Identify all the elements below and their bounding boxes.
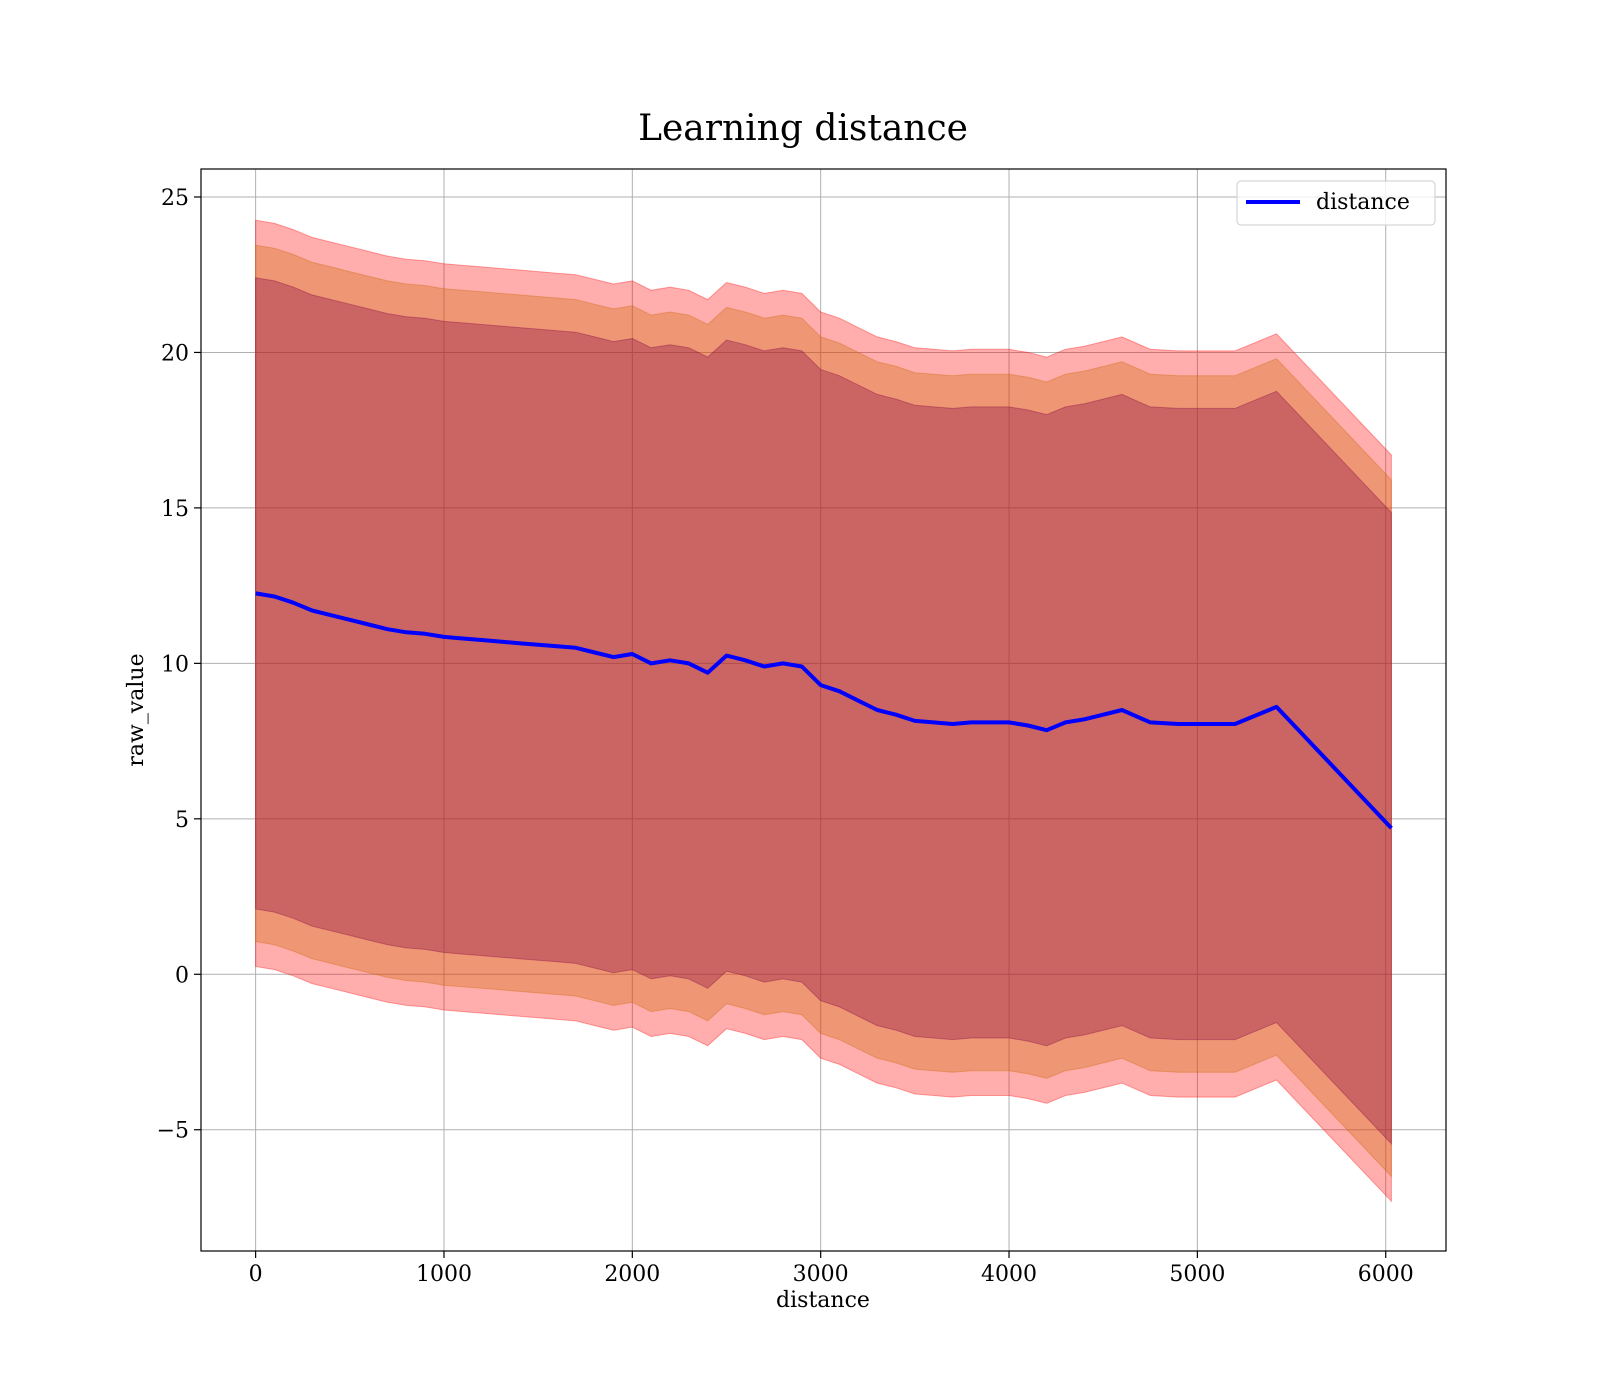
x-tick-label-5: 5000 — [1169, 1262, 1225, 1287]
y-tick-label-6: 25 — [161, 186, 189, 211]
band-middle — [255, 244, 1392, 1178]
grid — [201, 169, 1446, 1251]
legend-label: distance — [1316, 190, 1410, 215]
y-tick-label-3: 10 — [161, 652, 189, 677]
x-axis-label: distance — [776, 1288, 870, 1313]
x-tick-label-1: 1000 — [416, 1262, 472, 1287]
series-lines — [255, 591, 1393, 830]
series-line-distance — [255, 591, 1393, 830]
plot-frame — [200, 168, 1447, 1252]
chart-title: Learning distance — [638, 108, 968, 149]
x-tick-label-4: 4000 — [981, 1262, 1037, 1287]
confidence-bands — [255, 219, 1392, 1203]
legend: distance — [1236, 180, 1436, 226]
legend-box — [1236, 180, 1436, 226]
y-axis-label: raw_value — [124, 653, 149, 766]
y-tick-label-0: −5 — [157, 1119, 189, 1144]
x-tick-label-6: 6000 — [1358, 1262, 1414, 1287]
y-tick-label-4: 15 — [161, 497, 189, 522]
band-inner — [255, 277, 1392, 1145]
band-outer — [255, 219, 1392, 1203]
x-tick-label-0: 0 — [249, 1262, 263, 1287]
y-axis-ticks: −5 0 5 10 15 20 25 — [157, 186, 201, 1144]
y-tick-label-2: 5 — [175, 808, 189, 833]
y-tick-label-5: 20 — [161, 341, 189, 366]
x-axis-ticks: 0 1000 2000 3000 4000 5000 6000 — [249, 1251, 1414, 1287]
y-tick-label-1: 0 — [175, 963, 189, 988]
x-tick-label-3: 3000 — [793, 1262, 849, 1287]
x-tick-label-2: 2000 — [604, 1262, 660, 1287]
